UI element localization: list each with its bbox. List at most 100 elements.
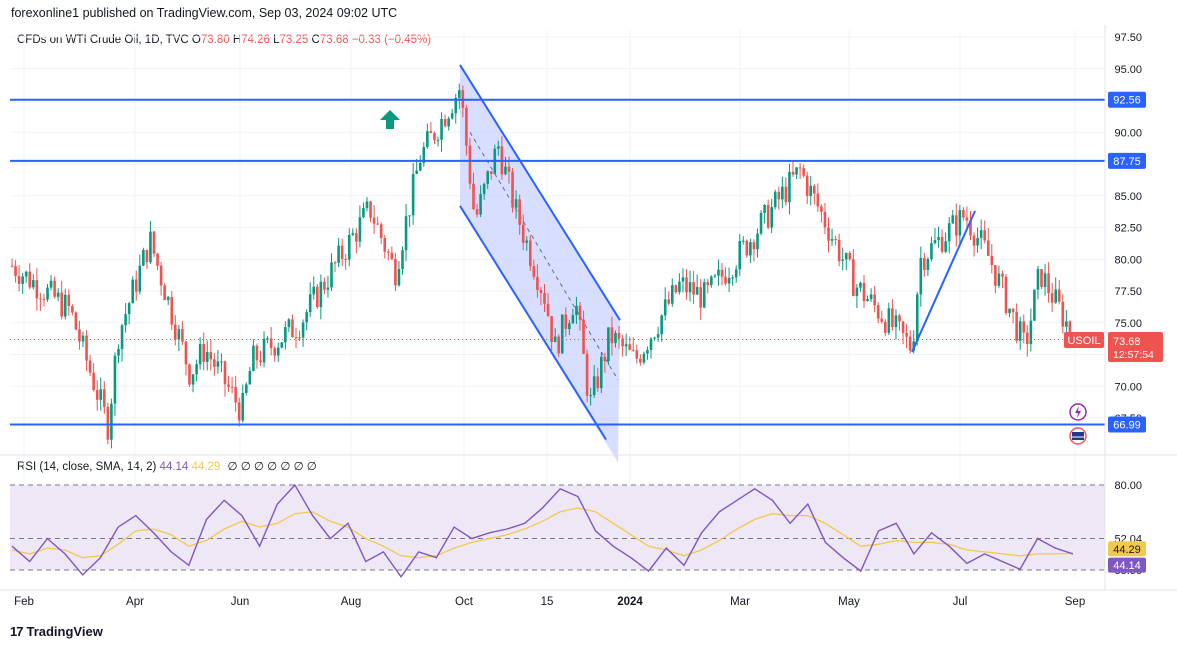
candle-body: [724, 276, 727, 284]
candle-body: [198, 343, 202, 365]
time-label[interactable]: Feb: [14, 596, 34, 608]
candle-body: [340, 245, 344, 259]
rsi-title[interactable]: RSI (14, close, SMA, 14, 2): [17, 461, 157, 473]
candle-body: [759, 212, 763, 234]
channel-fill[interactable]: [460, 64, 620, 463]
candle-body: [298, 337, 301, 339]
level-lower-badge-bg[interactable]: [1108, 416, 1146, 433]
candle-body: [607, 327, 610, 362]
candle-body: [465, 107, 468, 146]
rsi-value-badge[interactable]: 44.14: [1113, 560, 1141, 572]
green-up-arrow-icon[interactable]: [380, 110, 400, 129]
candle-body: [628, 344, 631, 350]
channel-lower-line[interactable]: [459, 205, 607, 441]
candle-body: [699, 287, 702, 308]
rsi-sma-line: [11, 507, 1074, 559]
candle-body: [184, 341, 188, 365]
candle-body: [855, 287, 859, 296]
candle-body: [983, 230, 986, 241]
rsi-line: [11, 483, 1074, 579]
time-label[interactable]: May: [838, 596, 860, 608]
candle-body: [610, 327, 614, 344]
candle-body: [17, 276, 21, 284]
candle-body: [149, 231, 152, 263]
level-upper-badge[interactable]: 92.56: [1113, 95, 1141, 107]
time-label[interactable]: Aug: [341, 596, 361, 608]
candle-body: [358, 217, 362, 242]
candle-body: [930, 243, 933, 260]
candle-body: [273, 348, 276, 356]
candle-body: [589, 395, 592, 397]
trendline[interactable]: [911, 210, 976, 353]
candle-body: [791, 171, 795, 175]
candle-body: [106, 406, 110, 440]
candle-body: [702, 282, 706, 308]
candle-body: [316, 286, 319, 308]
symbol-tag-badge-bg[interactable]: [1064, 332, 1104, 348]
level-upper-badge-bg[interactable]: [1108, 91, 1146, 108]
time-label[interactable]: Mar: [730, 596, 750, 608]
candle-body: [372, 217, 376, 224]
candle-body: [138, 265, 142, 292]
candle-body: [827, 227, 830, 241]
candle-body: [830, 239, 834, 241]
time-label[interactable]: Jun: [231, 596, 250, 608]
rsi-legend[interactable]: RSI (14, close, SMA, 14, 2) 44.14 44.29 …: [17, 459, 317, 473]
time-label[interactable]: 15: [541, 596, 554, 608]
candle-body: [152, 231, 156, 254]
candle-body: [489, 171, 493, 174]
time-label[interactable]: Apr: [126, 596, 144, 608]
rsi-sma-badge-bg[interactable]: [1108, 541, 1146, 557]
candle-body: [177, 329, 181, 340]
candle-body: [997, 273, 1001, 286]
price-scale[interactable]: 97.5095.0092.5090.0087.5085.0082.5080.00…: [1064, 25, 1163, 590]
candle-body: [181, 329, 184, 342]
time-label[interactable]: Jul: [953, 596, 968, 608]
rsi-sma-badge[interactable]: 44.29: [1113, 544, 1141, 556]
candle-body: [213, 359, 216, 367]
candle-body: [738, 240, 742, 270]
candle-body: [291, 319, 294, 338]
candle-body: [326, 287, 330, 290]
candle-body: [901, 321, 905, 333]
level-mid-badge[interactable]: 87.75: [1113, 156, 1141, 168]
candle-body: [976, 237, 979, 246]
horizontal-levels[interactable]: [10, 98, 1105, 426]
candle-body: [163, 285, 166, 301]
current-price-badge[interactable]: 73.68: [1113, 336, 1141, 348]
candle-body: [397, 269, 401, 286]
candle-body: [426, 131, 429, 148]
candle-body: [905, 332, 908, 337]
candle-body: [713, 275, 717, 277]
time-label[interactable]: Sep: [1065, 596, 1085, 608]
rsi-value-badge-bg[interactable]: [1108, 557, 1146, 573]
candle-body: [1004, 276, 1008, 313]
candle-body: [514, 199, 518, 208]
candle-body: [596, 376, 600, 389]
candle-body: [433, 133, 436, 141]
candle-body: [497, 146, 500, 149]
candle-body: [621, 338, 624, 347]
current-price-box-bg[interactable]: [1108, 332, 1163, 362]
candle-body: [507, 166, 511, 172]
candle-body: [56, 292, 60, 297]
level-mid-badge-bg[interactable]: [1108, 152, 1146, 169]
channel-upper-line[interactable]: [459, 64, 621, 321]
descending-channel[interactable]: [459, 64, 621, 463]
time-axis[interactable]: Feb Apr Jun Aug Oct 15 2024 Mar May Jul Sep: [0, 589, 1177, 608]
candle-body: [383, 238, 387, 252]
candle-body: [308, 294, 312, 313]
open-label: O: [191, 34, 201, 46]
drawings[interactable]: [380, 110, 976, 353]
time-label[interactable]: 2024: [617, 596, 643, 608]
candle-body: [802, 168, 805, 176]
candle-body: [443, 119, 447, 127]
candle-body: [578, 305, 582, 320]
footer-brand[interactable]: 17 TradingView: [10, 624, 103, 639]
candle-body: [248, 370, 252, 385]
time-label[interactable]: Oct: [455, 596, 474, 608]
symbol-tag-badge[interactable]: USOIL: [1067, 335, 1100, 347]
countdown-badge[interactable]: 12:57:54: [1113, 349, 1154, 361]
level-lower-badge[interactable]: 66.99: [1113, 419, 1141, 431]
